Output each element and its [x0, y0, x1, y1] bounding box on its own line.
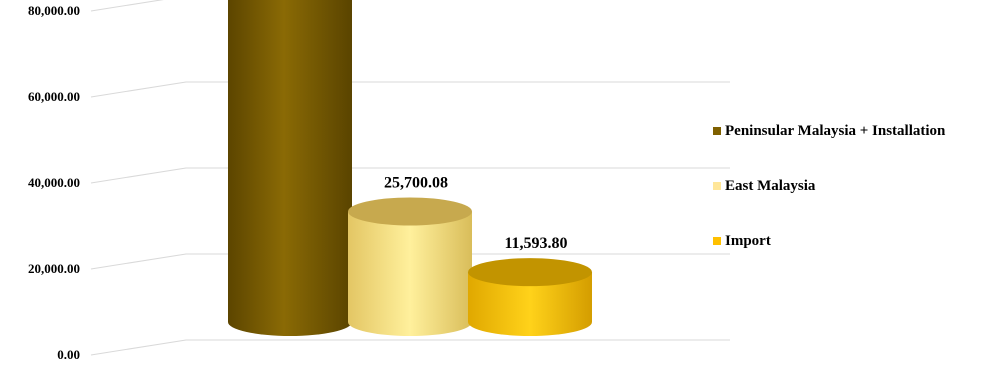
data-label: 25,700.08	[384, 174, 448, 191]
data-label: 11,593.80	[504, 235, 567, 252]
cylinder-body	[228, 0, 352, 336]
bar-east-malaysia	[348, 197, 472, 336]
cylinder-body	[468, 272, 592, 336]
bars	[228, 0, 592, 336]
bar-peninsular-malaysia-installation	[228, 0, 352, 336]
legend-label: East Malaysia	[725, 178, 816, 194]
cylinder-body	[348, 211, 472, 336]
legend-item: Import	[713, 233, 771, 249]
legend-label: Import	[725, 233, 771, 249]
gridline	[90, 339, 730, 356]
gridline	[90, 0, 164, 12]
legend-item: Peninsular Malaysia + Installation	[713, 123, 946, 139]
y-tick-label: 80,000.00	[28, 3, 80, 18]
legend-swatch	[713, 127, 721, 135]
gridline	[90, 167, 730, 184]
y-axis-ticks: 0.00 20,000.00 40,000.00 60,000.00 80,000.00…	[28, 3, 80, 362]
y-tick-label: 40,000.00	[28, 175, 80, 190]
legend-item: East Malaysia	[713, 178, 816, 194]
legend: Peninsular Malaysia + Installation East M…	[713, 123, 946, 249]
gridlines	[90, 0, 730, 356]
cylinder-top	[468, 258, 592, 287]
gridline	[90, 253, 730, 270]
y-tick-label: 60,000.00	[28, 89, 80, 104]
legend-swatch	[713, 182, 721, 190]
legend-swatch	[713, 237, 721, 245]
y-tick-label: 20,000.00	[28, 261, 80, 276]
bar-import	[468, 258, 592, 336]
legend-label: Peninsular Malaysia + Installation	[725, 123, 946, 139]
gridline	[90, 81, 730, 98]
cylinder-top	[348, 197, 472, 226]
y-tick-label: 0.00	[57, 347, 80, 362]
